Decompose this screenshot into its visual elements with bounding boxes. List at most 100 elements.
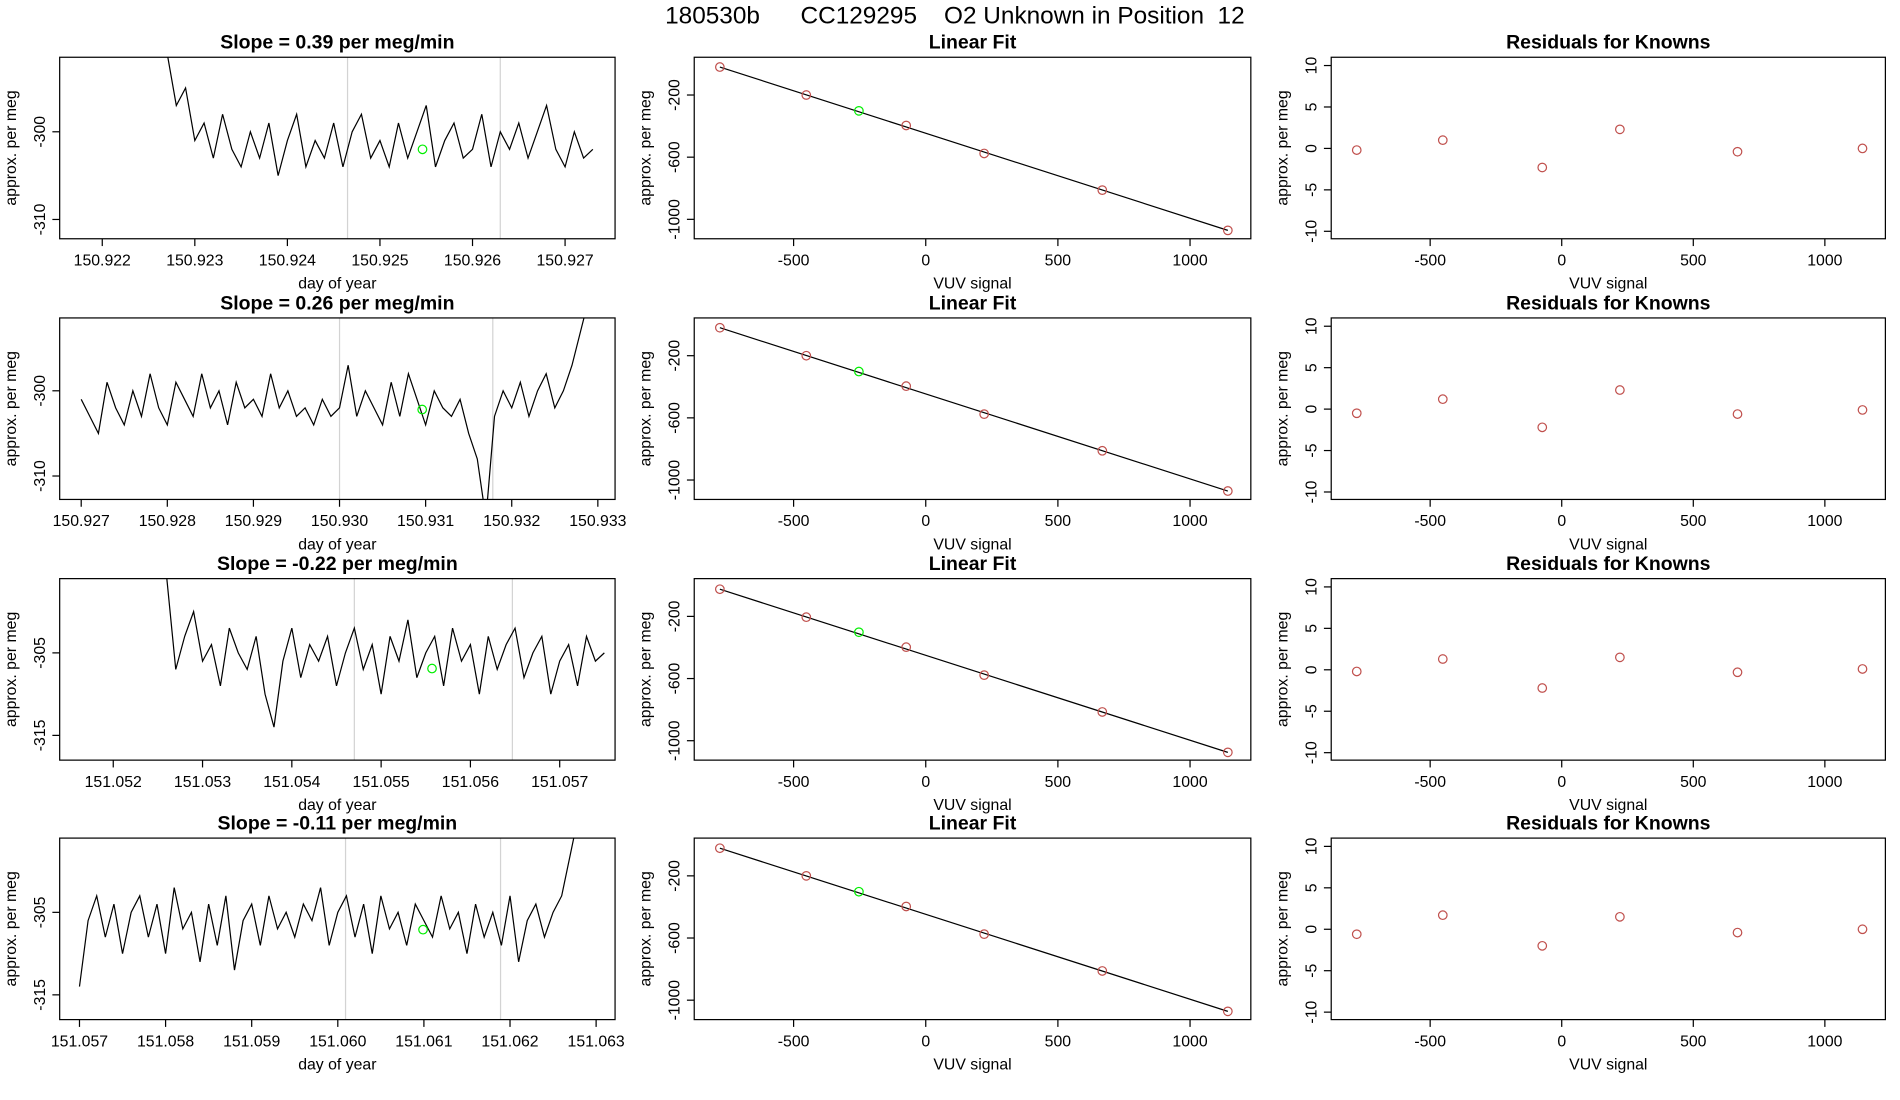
x-tick-label: 0 [1557,1033,1566,1050]
y-tick-label: -5 [1304,963,1321,977]
y-tick-label: 5 [1304,102,1321,111]
panel: Slope = 0.26 per meg/min day of year appro… [3,292,627,553]
y-tick-label: -1000 [667,720,684,761]
highlight-point [854,886,864,897]
x-tick-label: 150.931 [397,513,454,530]
x-tick-label: 1000 [1807,774,1842,791]
panel: Linear Fit VUV signal approx. per meg -500 0… [637,553,1252,814]
y-tick-label: 10 [1304,317,1321,335]
x-tick-label: 0 [1557,774,1566,791]
x-tick-label: 150.922 [74,253,131,270]
data-point [1537,422,1548,433]
panel-title: Slope = -0.11 per meg/min [218,813,458,835]
data-point [801,90,812,100]
y-axis-label: approx. per meg [3,612,20,727]
y-tick-label: -600 [667,663,684,695]
x-tick-label: 151.063 [568,1033,625,1050]
y-axis-label: approx. per meg [1274,351,1291,466]
highlight-point [427,663,437,674]
y-tick-label: -600 [667,922,684,954]
x-tick-label: -500 [778,774,810,791]
data-line [166,578,605,728]
x-tick-label: 0 [921,774,930,791]
y-tick-label: -200 [667,600,684,632]
panel: Residuals for Knowns VUV signal approx. pe… [1274,32,1886,293]
panel: Slope = 0.39 per meg/min day of year appro… [3,32,616,293]
data-point [1097,445,1108,456]
panel: Linear Fit VUV signal approx. per meg -500 0… [637,32,1252,293]
highlight-point [854,105,864,116]
x-axis-label: VUV signal [933,536,1011,553]
x-tick-label: 500 [1680,253,1707,270]
data-point [1097,185,1108,195]
data-line [80,317,585,500]
data-point [1097,707,1108,717]
data-point [1732,927,1743,938]
y-tick-label: 0 [1304,405,1321,414]
x-tick-label: 151.057 [531,774,588,791]
x-tick-label: 500 [1045,253,1072,270]
y-axis-label: approx. per meg [1274,612,1291,727]
plot-frame [59,837,616,1021]
panel-title: Slope = 0.26 per meg/min [220,292,454,314]
x-tick-label: -500 [1414,1033,1446,1050]
y-tick-label: -600 [667,402,684,434]
fit-line [719,588,1229,753]
data-point [714,843,725,854]
x-tick-label: -500 [778,1033,810,1050]
y-tick-label: -310 [32,203,49,235]
x-tick-label: 1000 [1172,774,1207,791]
plot-frame [693,317,1252,501]
y-tick-label: -310 [32,460,49,492]
x-tick-label: -500 [1414,513,1446,530]
panel-title: Linear Fit [929,553,1017,575]
x-tick-label: 150.932 [483,513,540,530]
panel-title: Linear Fit [929,292,1017,314]
data-point [1732,146,1743,157]
x-tick-label: 150.926 [444,253,501,270]
data-point [1222,486,1233,496]
x-axis-label: VUV signal [933,797,1011,814]
data-point [1732,667,1743,678]
y-tick-label: 0 [1304,925,1321,934]
x-tick-label: 151.055 [353,774,410,791]
y-axis-label: approx. per meg [637,90,654,205]
data-point [1615,124,1625,135]
x-tick-label: 151.061 [395,1033,452,1050]
panel-title: Residuals for Knowns [1506,292,1711,314]
panel: Linear Fit VUV signal approx. per meg -500 0… [637,813,1252,1074]
x-tick-label: 0 [921,1033,930,1050]
data-point [714,62,725,72]
y-tick-label: -305 [32,896,49,928]
data-point [901,120,912,131]
x-axis-label: VUV signal [1569,536,1647,553]
y-axis-label: approx. per meg [637,351,654,466]
highlight-point [854,366,864,377]
data-point [1857,405,1868,415]
data-point [1437,394,1448,405]
data-point [979,929,990,940]
panel-title: Residuals for Knowns [1506,553,1711,575]
panel-title: Slope = -0.22 per meg/min [217,553,458,575]
y-tick-label: -200 [667,340,684,372]
x-tick-label: 1000 [1172,253,1207,270]
y-tick-label: 5 [1304,624,1321,633]
data-point [901,381,912,392]
plot-frame [1330,56,1886,240]
plot-frame [693,578,1252,761]
plot-frame [693,837,1252,1021]
y-axis-label: approx. per meg [1274,90,1291,205]
data-point [1857,924,1868,935]
panel: Residuals for Knowns VUV signal approx. pe… [1274,292,1886,553]
data-point [1351,145,1362,155]
data-point [801,350,812,361]
data-point [1437,910,1448,921]
x-tick-label: 150.930 [311,513,368,530]
x-axis-label: VUV signal [933,276,1011,293]
x-tick-label: 151.056 [442,774,499,791]
x-tick-label: 150.927 [536,253,593,270]
x-tick-label: -500 [778,513,810,530]
y-tick-label: -10 [1304,1001,1321,1024]
data-point [1222,1006,1233,1017]
data-point [1437,654,1448,664]
